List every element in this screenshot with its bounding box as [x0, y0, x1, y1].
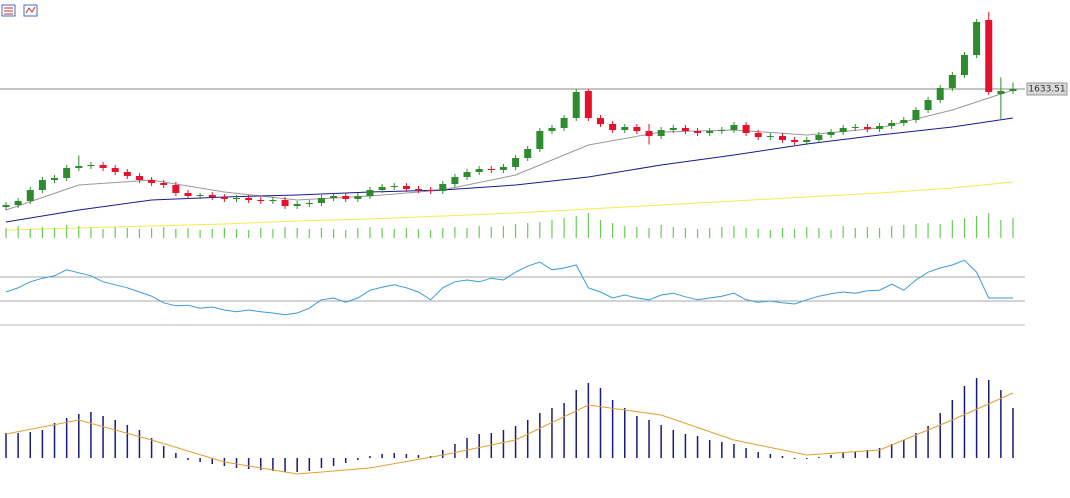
candle-body: [14, 201, 22, 205]
candle-body: [512, 158, 520, 167]
candle-body: [63, 168, 71, 178]
candle-body: [342, 196, 350, 199]
candle-body: [245, 198, 253, 200]
candle-body: [754, 133, 762, 137]
candle-body: [2, 205, 10, 207]
toolbar-icons[interactable]: [1, 4, 38, 17]
candle-body: [863, 127, 871, 129]
candle-body: [305, 203, 313, 204]
candle-body: [317, 198, 325, 203]
candle-body: [51, 178, 59, 180]
candle-body: [208, 195, 216, 197]
candle-body: [621, 127, 629, 130]
candle-body: [233, 198, 241, 199]
candle-body: [851, 127, 859, 128]
candle-body: [827, 132, 835, 135]
candle-body: [694, 131, 702, 133]
candle-body: [657, 130, 665, 136]
candle-body: [766, 136, 774, 137]
candle-body: [330, 196, 338, 198]
candle-body: [681, 128, 689, 131]
candle-body: [415, 189, 423, 190]
moving-average: [5, 181, 1014, 231]
candle-body: [912, 110, 920, 120]
candle-body: [900, 120, 908, 123]
candle-body: [220, 197, 228, 199]
candle-body: [402, 186, 410, 189]
candle-body: [1009, 88, 1017, 91]
rsi-line: [5, 259, 1013, 316]
candle-body: [924, 100, 932, 110]
candle-body: [985, 20, 993, 92]
candle-body: [960, 55, 968, 75]
candle-body: [451, 177, 459, 184]
candle-body: [499, 167, 507, 170]
moving-average: [5, 117, 1014, 223]
candle-body: [584, 91, 592, 118]
candle-body: [742, 125, 750, 133]
candle-body: [524, 149, 532, 158]
candle-body: [560, 118, 568, 128]
candle-body: [633, 127, 641, 131]
candle-body: [778, 136, 786, 140]
candle-body: [111, 168, 119, 172]
candle-body: [888, 123, 896, 126]
candle-body: [548, 128, 556, 131]
candle-body: [99, 165, 107, 168]
candle-body: [718, 130, 726, 131]
candle-body: [536, 131, 544, 149]
candle-body: [123, 172, 131, 176]
candle-body: [160, 183, 168, 185]
candle-body: [730, 125, 738, 130]
candle-body: [87, 165, 95, 166]
candle-body: [609, 124, 617, 130]
candle-body: [354, 196, 362, 199]
candle-body: [378, 187, 386, 190]
candle-body: [257, 200, 265, 201]
candle-body: [135, 176, 143, 180]
candle-body: [973, 22, 981, 55]
candle-body: [669, 128, 677, 130]
candle-body: [75, 166, 83, 168]
price-label-box: [1026, 82, 1068, 96]
candle-body: [26, 190, 34, 201]
candle-body: [876, 126, 884, 129]
candle-body: [487, 169, 495, 170]
candle-body: [184, 193, 192, 196]
candle-body: [839, 128, 847, 132]
candle-body: [645, 131, 653, 136]
candle-body: [997, 91, 1005, 94]
candle-body: [196, 195, 204, 196]
candle-body: [427, 190, 435, 191]
candle-body: [172, 185, 180, 193]
candle-body: [439, 184, 447, 191]
candle-body: [936, 88, 944, 100]
candle-body: [475, 169, 483, 172]
candle-body: [815, 135, 823, 140]
candle-body: [281, 200, 289, 206]
candle-body: [948, 75, 956, 88]
candle-body: [293, 204, 301, 206]
candle-body: [148, 180, 156, 183]
signal-line: [5, 392, 1014, 475]
moving-average: [5, 89, 1014, 211]
price-label: 1633.51: [1028, 84, 1065, 94]
candle-body: [366, 190, 374, 196]
icon-line: [25, 6, 36, 14]
candle-body: [38, 180, 46, 190]
candle-body: [572, 92, 580, 118]
candle-body: [791, 140, 799, 142]
candle-body: [390, 186, 398, 187]
candle-body: [803, 140, 811, 142]
candle-body: [706, 131, 714, 133]
candle-body: [463, 172, 471, 177]
candle-body: [269, 200, 277, 201]
candle-body: [596, 118, 604, 124]
